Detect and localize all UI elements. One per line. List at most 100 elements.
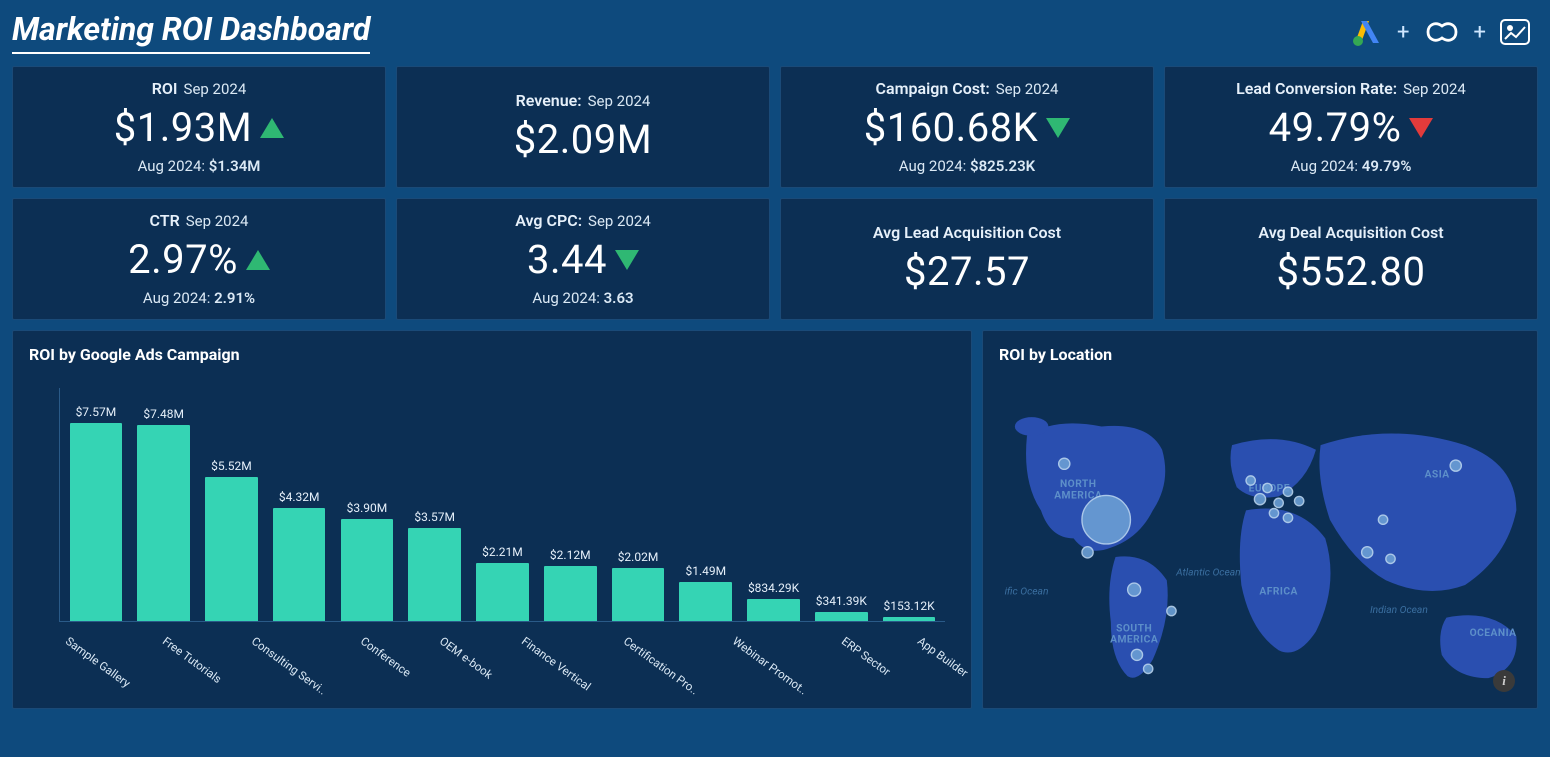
kpi-comparison: Aug 2024: $1.34M <box>138 157 261 175</box>
continent-label: OCEANIA <box>1470 626 1517 639</box>
kpi-comparison: Aug 2024: $825.23K <box>899 157 1035 175</box>
bar-value-label: $1.49M <box>685 564 726 578</box>
header-integrations: + + <box>1349 17 1532 47</box>
page-title: Marketing ROI Dashboard <box>12 10 370 54</box>
bar-column[interactable]: $2.12M <box>540 388 600 621</box>
bar-column[interactable]: $3.90M <box>337 388 397 621</box>
map-bubble[interactable] <box>1082 495 1130 543</box>
kpi-value: $2.09M <box>514 116 652 163</box>
analytics-icon <box>1498 17 1532 47</box>
bar-category-label: Webinar Promot.. <box>693 622 813 735</box>
kpi-value-row: $552.80 <box>1277 248 1426 295</box>
bar-value-label: $2.02M <box>618 550 659 564</box>
kpi-label: Avg Lead Acquisition Cost <box>873 223 1061 242</box>
ocean-label: Indian Ocean <box>1370 603 1428 616</box>
kpi-comparison: Aug 2024: 49.79% <box>1291 157 1412 175</box>
bar-category-label: Certification Pro.. <box>584 622 704 735</box>
map-bubble[interactable] <box>1450 460 1461 471</box>
kpi-comp-value: $1.34M <box>209 157 261 175</box>
kpi-card[interactable]: ROI Sep 2024 $1.93M Aug 2024: $1.34M <box>12 66 386 188</box>
bar <box>408 528 461 621</box>
map-bubble[interactable] <box>1362 547 1373 558</box>
map-bubble[interactable] <box>1263 483 1272 492</box>
kpi-label: Avg Deal Acquisition Cost <box>1258 223 1443 242</box>
bar-column[interactable]: $834.29K <box>744 388 804 621</box>
kpi-label-row: Avg CPC:Sep 2024 <box>515 211 651 230</box>
bar-column[interactable]: $7.57M <box>66 388 126 621</box>
map-bubble[interactable] <box>1283 513 1292 522</box>
kpi-value-row: 49.79% <box>1269 104 1434 151</box>
continent-label: AFRICA <box>1259 584 1297 597</box>
kpi-card[interactable]: Avg CPC:Sep 20243.44Aug 2024: 3.63 <box>396 198 770 320</box>
bar-column[interactable]: $7.48M <box>134 388 194 621</box>
kpi-comp-value: 3.63 <box>604 289 634 307</box>
map-bubble[interactable] <box>1167 606 1176 615</box>
bar-column[interactable]: $4.32M <box>269 388 329 621</box>
trend-down-icon <box>615 250 639 270</box>
kpi-label-row: Avg Lead Acquisition Cost <box>873 223 1061 242</box>
bar-column[interactable]: $5.52M <box>202 388 262 621</box>
map-bubble[interactable] <box>1082 547 1093 558</box>
bar-value-label: $5.52M <box>211 459 252 473</box>
world-map: ific OceanAtlantic OceanIndian Ocean NOR… <box>999 388 1521 698</box>
kpi-label: Revenue: <box>516 91 582 110</box>
kpi-card[interactable]: Revenue:Sep 2024 $2.09M <box>396 66 770 188</box>
map-bubble[interactable] <box>1128 583 1141 596</box>
kpi-value-row: $1.93M <box>114 104 284 151</box>
map-bubble[interactable] <box>1131 649 1142 660</box>
charts-row: ROI by Google Ads Campaign $7.57M$7.48M$… <box>0 330 1550 721</box>
map-bubble[interactable] <box>1294 496 1303 505</box>
bar-value-label: $7.48M <box>143 407 184 421</box>
bar-column[interactable]: $3.57M <box>405 388 465 621</box>
ocean-label: Atlantic Ocean <box>1175 566 1241 579</box>
kpi-value: $552.80 <box>1277 248 1426 295</box>
kpi-comp-label: Aug 2024: <box>138 157 209 175</box>
kpi-label: Lead Conversion Rate: <box>1236 79 1397 98</box>
bar-value-label: $341.39K <box>816 594 867 608</box>
map-bubble[interactable] <box>1274 498 1283 507</box>
kpi-comp-value: 49.79% <box>1362 157 1412 175</box>
kpi-label: ROI <box>152 79 178 98</box>
dashboard-header: Marketing ROI Dashboard + + <box>0 0 1550 60</box>
kpi-label-row: Campaign Cost:Sep 2024 <box>876 79 1059 98</box>
google-ads-icon <box>1349 17 1385 47</box>
kpi-card[interactable]: CTRSep 20242.97%Aug 2024: 2.91% <box>12 198 386 320</box>
map-bubble[interactable] <box>1378 515 1387 524</box>
map-bubble[interactable] <box>1269 509 1278 518</box>
kpi-value: 49.79% <box>1269 104 1402 151</box>
map-bubble[interactable] <box>1283 487 1292 496</box>
kpi-period: Sep 2024 <box>996 80 1059 98</box>
map-bubble[interactable] <box>1246 476 1255 485</box>
info-icon[interactable]: i <box>1493 670 1515 692</box>
bar-column[interactable]: $2.02M <box>608 388 668 621</box>
kpi-card[interactable]: Avg Lead Acquisition Cost$27.57 <box>780 198 1154 320</box>
bar <box>273 508 326 621</box>
bar-column[interactable]: $341.39K <box>811 388 871 621</box>
kpi-label-row: Lead Conversion Rate: Sep 2024 <box>1236 79 1466 98</box>
plus-icon: + <box>1474 20 1486 45</box>
kpi-card[interactable]: Campaign Cost:Sep 2024 $160.68K Aug 2024: … <box>780 66 1154 188</box>
kpi-card[interactable]: Avg Deal Acquisition Cost $552.80 <box>1164 198 1538 320</box>
kpi-label-row: ROI Sep 2024 <box>152 79 247 98</box>
kpi-comp-label: Aug 2024: <box>143 289 214 307</box>
zoho-icon <box>1422 18 1462 46</box>
map-bubble[interactable] <box>1386 554 1395 563</box>
bar-column[interactable]: $1.49M <box>676 388 736 621</box>
bar <box>679 582 732 621</box>
map-bubble[interactable] <box>1143 664 1152 673</box>
bar-value-label: $2.21M <box>482 545 523 559</box>
bar-column[interactable]: $153.12K <box>879 388 939 621</box>
map-bubble[interactable] <box>1254 494 1265 505</box>
kpi-comparison: Aug 2024: 3.63 <box>532 289 633 307</box>
trend-down-icon <box>1046 118 1070 138</box>
bar-value-label: $3.57M <box>414 510 455 524</box>
bar-column[interactable]: $2.21M <box>473 388 533 621</box>
kpi-period: Sep 2024 <box>1403 80 1466 98</box>
kpi-period: Sep 2024 <box>184 80 247 98</box>
kpi-card[interactable]: Lead Conversion Rate:Sep 202449.79%Aug 2… <box>1164 66 1538 188</box>
kpi-label-row: Revenue:Sep 2024 <box>516 91 651 110</box>
map-bubble[interactable] <box>1059 458 1070 469</box>
trend-up-icon <box>260 118 284 138</box>
kpi-value: $160.68K <box>864 104 1039 151</box>
bar-category-label: Consulting Servi.. <box>212 622 333 735</box>
